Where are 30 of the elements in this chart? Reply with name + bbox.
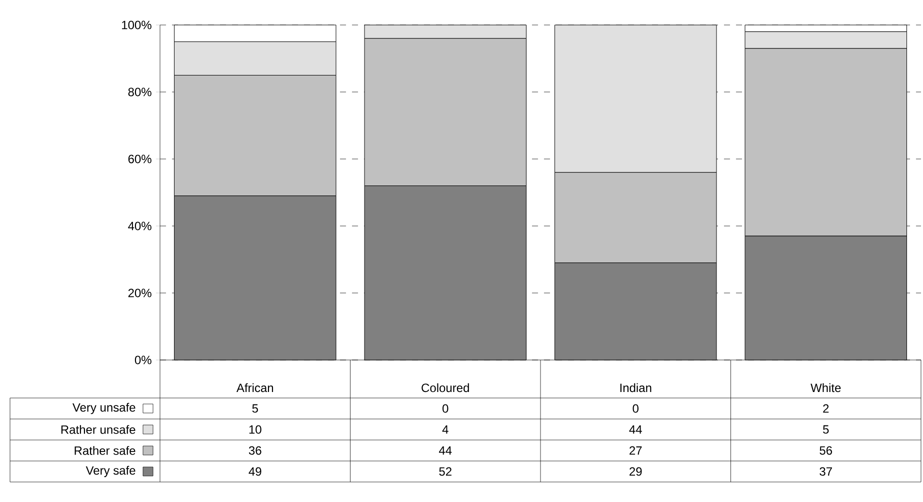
y-tick-label: 40%	[128, 222, 152, 230]
data-label: 29	[630, 467, 642, 476]
x-tick-label: Coloured	[422, 383, 469, 392]
data-label: 36	[248, 446, 262, 455]
data-label: 52	[439, 467, 452, 476]
data-label: 5	[252, 404, 258, 413]
data-label: 0	[632, 404, 638, 413]
data-label: 49	[248, 467, 262, 476]
legend-label: Rather unsafe	[61, 425, 136, 434]
data-label: 37	[820, 467, 832, 476]
legend-label: Very safe	[86, 466, 136, 478]
x-tick-label: Indian	[620, 383, 652, 392]
legend-label: Very unsafe	[72, 402, 136, 414]
data-label: 5	[823, 425, 829, 434]
y-tick-label: 0%	[134, 356, 152, 364]
y-tick-label: 100%	[122, 20, 152, 30]
y-tick-label: 60%	[128, 154, 152, 164]
legend-label: Rather safe	[74, 446, 136, 455]
data-label: 44	[438, 446, 452, 455]
data-label: 10	[249, 425, 262, 434]
data-label: 27	[630, 446, 642, 455]
data-label: 56	[820, 446, 832, 455]
x-tick-label: African	[236, 383, 274, 392]
data-label: 44	[629, 425, 642, 434]
data-label: 4	[442, 425, 448, 434]
y-tick-label: 20%	[128, 288, 152, 298]
data-label: 2	[823, 404, 829, 413]
y-tick-label: 80%	[128, 88, 152, 96]
x-tick-label: White	[810, 383, 841, 392]
data-label: 0	[442, 404, 448, 413]
